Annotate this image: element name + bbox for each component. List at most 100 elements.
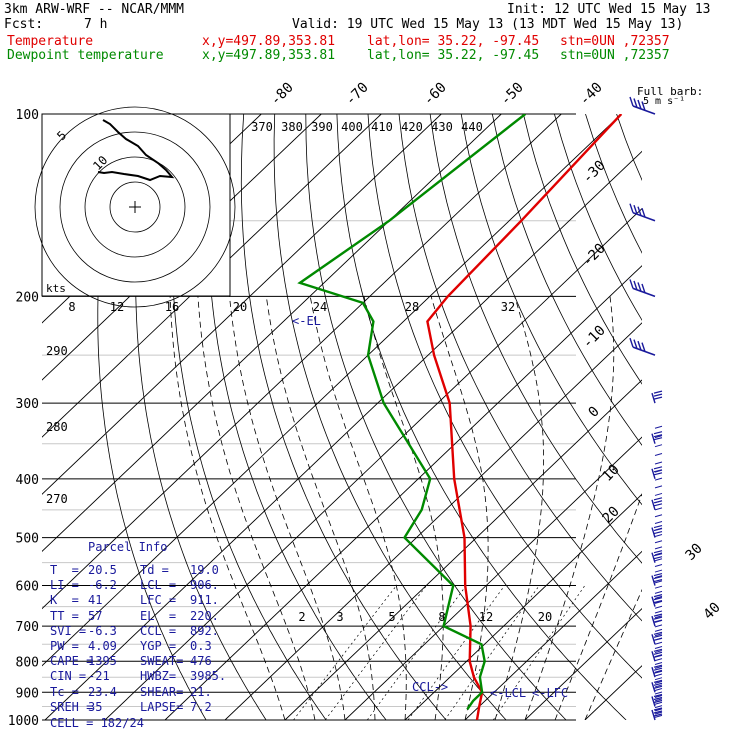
wind-barb-flag bbox=[633, 204, 638, 215]
parcel-field-value: 20.5 bbox=[88, 563, 117, 577]
wind-profile-tick bbox=[654, 695, 663, 698]
theta-label: 390 bbox=[311, 120, 333, 134]
wind-profile-tick bbox=[654, 477, 663, 481]
wind-barb-flag bbox=[653, 707, 663, 711]
wind-profile-tick bbox=[654, 558, 663, 562]
pressure-label: 500 bbox=[16, 532, 39, 547]
parcel-field-value: 4.09 bbox=[88, 639, 117, 653]
wind-profile-tick bbox=[654, 435, 663, 439]
dry-adiabat bbox=[367, 114, 642, 679]
parcel-field-value: 1395 bbox=[88, 654, 117, 669]
wind-profile-tick bbox=[654, 585, 663, 589]
wind-profile-tick bbox=[654, 684, 663, 688]
moist-adiabat bbox=[265, 296, 376, 720]
dry-adiabat bbox=[305, 114, 567, 720]
wind-barb-flag bbox=[653, 631, 663, 635]
wind-profile-tick bbox=[654, 619, 663, 623]
isotherm-label: -60 bbox=[421, 80, 450, 109]
wind-profile-tick bbox=[654, 580, 663, 584]
wind-barb-staff bbox=[651, 682, 656, 693]
wind-barb-flag bbox=[637, 99, 642, 110]
wind-barb bbox=[629, 96, 656, 115]
el-marker: <-EL bbox=[292, 314, 321, 328]
theta-label: 380 bbox=[281, 120, 303, 134]
wind-profile-tick bbox=[654, 600, 663, 604]
hodograph-speed-tick: 28 bbox=[405, 300, 419, 314]
wind-barb-flag bbox=[653, 616, 663, 620]
wind-profile-tick bbox=[654, 492, 663, 496]
wind-barb-flag bbox=[653, 693, 663, 698]
temperature-trace bbox=[426, 114, 623, 720]
theta-label: 430 bbox=[431, 120, 453, 134]
isotherm-line bbox=[42, 114, 622, 667]
wind-barb bbox=[629, 337, 656, 356]
hodograph-speed-tick: 8 bbox=[68, 300, 75, 314]
wind-profile-tick bbox=[654, 673, 663, 677]
barb-legend-units: 5 m s⁻¹ bbox=[643, 96, 685, 107]
moist-adiabat bbox=[309, 296, 407, 720]
init-time: Init: 12 UTC Wed 15 May 13 bbox=[507, 2, 711, 17]
wind-barb bbox=[651, 431, 663, 444]
pressure-label: 200 bbox=[16, 290, 39, 305]
parcel-field-label: LFC = bbox=[140, 593, 177, 608]
moist-adiabat bbox=[524, 296, 615, 720]
isotherm-line bbox=[224, 322, 642, 720]
dry-adiabat bbox=[710, 114, 740, 720]
wind-barb-flag bbox=[653, 472, 663, 476]
wind-barb-flag bbox=[637, 206, 642, 216]
isotherm-label: 10 bbox=[600, 462, 623, 485]
wind-barb-flag bbox=[653, 664, 663, 668]
mixing-ratio-label: 20 bbox=[538, 610, 552, 624]
isotherm-label: -30 bbox=[580, 158, 609, 187]
isotherm-label: 30 bbox=[683, 541, 706, 564]
wind-profile-tick bbox=[654, 624, 663, 628]
hodograph-speed-tick: 24 bbox=[313, 300, 327, 314]
wind-barb bbox=[651, 707, 663, 721]
wind-profile-tick bbox=[654, 546, 663, 550]
wind-profile-tick bbox=[654, 500, 663, 504]
wind-profile-tick bbox=[654, 665, 663, 669]
dry-adiabat bbox=[273, 114, 507, 720]
hodograph-box bbox=[41, 113, 231, 297]
parcel-cell: CELL = 182/24 bbox=[50, 716, 144, 730]
wind-profile-tick bbox=[654, 633, 663, 637]
wind-profile-tick bbox=[654, 701, 663, 705]
barb-legend-title: Full barb: bbox=[637, 85, 703, 98]
isotherm-line bbox=[42, 114, 382, 438]
isotherm-label: -80 bbox=[268, 80, 297, 109]
pressure-label: 100 bbox=[16, 108, 39, 123]
wind-profile-tick bbox=[654, 628, 663, 632]
mixing-ratio-line bbox=[325, 585, 427, 720]
temperature-stn: stn=0UN ,72357 bbox=[560, 34, 670, 49]
wind-barb bbox=[651, 679, 663, 693]
isotherm-line bbox=[645, 114, 740, 720]
wind-barb-flag bbox=[653, 648, 663, 652]
temperature-latlon: lat,lon= 35.22, -97.45 bbox=[367, 34, 540, 49]
parcel-field-label: YGP = bbox=[140, 639, 177, 653]
isotherm-label: -70 bbox=[343, 80, 372, 109]
wind-profile-tick bbox=[654, 469, 663, 473]
wind-barb-staff bbox=[651, 651, 656, 662]
moist-adiabat bbox=[229, 296, 346, 720]
wind-profile-tick bbox=[654, 637, 663, 641]
wind-barb-flag bbox=[653, 713, 663, 717]
isotherm-label: -10 bbox=[580, 323, 609, 352]
wind-barb-flag bbox=[633, 98, 638, 108]
wind-barb-flag bbox=[653, 651, 663, 655]
hodograph-speed-tick: 32 bbox=[501, 300, 515, 314]
wind-profile-tick bbox=[654, 527, 663, 531]
dry-adiabat bbox=[97, 114, 207, 720]
hodograph-units: kts bbox=[46, 282, 66, 295]
wind-barb-flag bbox=[629, 96, 634, 107]
wind-profile-tick bbox=[654, 680, 663, 684]
wind-profile-tick bbox=[654, 691, 663, 695]
wind-barb-flag bbox=[653, 710, 663, 714]
wind-barb bbox=[651, 466, 663, 480]
wind-barb-staff bbox=[651, 468, 656, 480]
wind-barb-flag bbox=[653, 679, 663, 683]
wind-barb-flag bbox=[653, 524, 663, 529]
dewpoint-trace bbox=[297, 114, 527, 710]
wind-barb-flag bbox=[653, 578, 663, 583]
